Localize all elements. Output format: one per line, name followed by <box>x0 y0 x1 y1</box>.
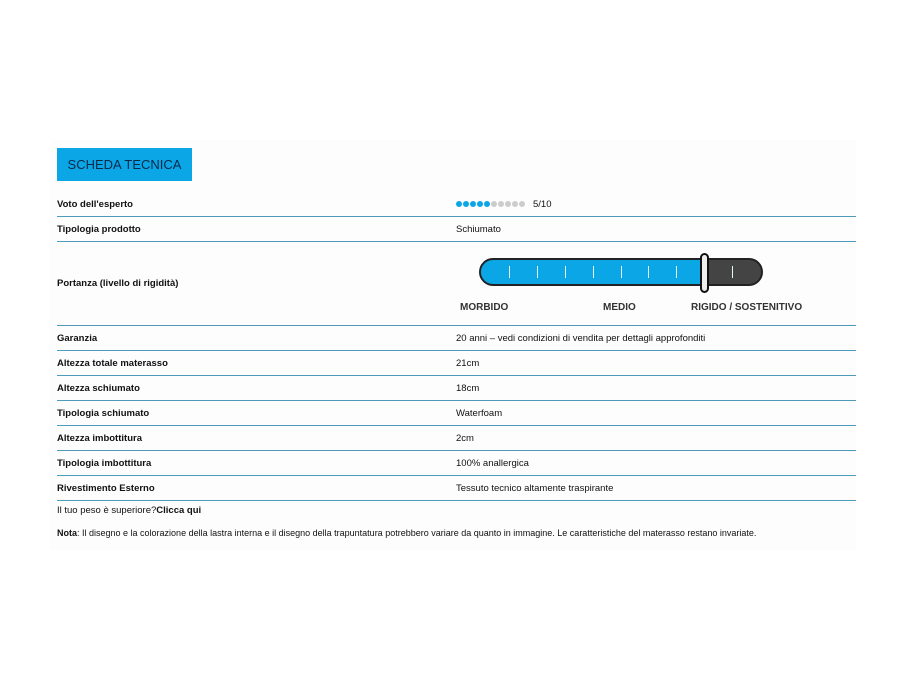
row-label: Altezza imbottitura <box>57 432 142 444</box>
slider-tick <box>648 266 650 278</box>
rating-dot <box>484 201 490 208</box>
firmness-slider[interactable] <box>479 258 763 286</box>
row-value: 20 anni – vedi condizioni di vendita per… <box>456 332 706 344</box>
rating-dot <box>505 201 511 208</box>
row-label: Portanza (livello di rigidità) <box>57 278 179 289</box>
weight-link[interactable]: Clicca qui <box>156 505 202 516</box>
row-label: Garanzia <box>57 332 98 344</box>
slider-tick <box>508 266 510 278</box>
rating-text: 5/10 <box>533 199 552 210</box>
spec-table: Voto dell'esperto 5/10 Tipologia prodott… <box>57 193 856 501</box>
table-row: Altezza totale materasso 21cm <box>57 351 856 376</box>
table-row: Tipologia imbottitura 100% anallergica <box>57 451 856 476</box>
rating-dot <box>463 201 469 208</box>
table-row: Tipologia schiumato Waterfoam <box>57 401 856 426</box>
rating-dot <box>491 201 497 208</box>
row-label: Voto dell'esperto <box>57 199 133 210</box>
row-value: Waterfoam <box>456 407 503 419</box>
row-label: Altezza schiumato <box>57 382 140 394</box>
row-label: Tipologia schiumato <box>57 407 150 419</box>
table-row: Altezza schiumato 18cm <box>57 376 856 401</box>
table-row: Voto dell'esperto 5/10 <box>57 193 856 217</box>
note-text: : Il disegno e la colorazione della last… <box>77 528 757 538</box>
rating-dots <box>456 201 525 208</box>
spec-sheet-tab[interactable]: SCHEDA TECNICA <box>57 148 192 181</box>
rating-dot <box>477 201 483 208</box>
weight-question-text: Il tuo peso è superiore? <box>57 505 157 516</box>
rating-dot <box>456 201 462 208</box>
row-value: 21cm <box>456 357 480 369</box>
weight-question: Il tuo peso è superiore?Clicca qui <box>57 505 201 516</box>
slider-tick <box>536 266 538 278</box>
table-row: Tipologia prodotto Schiumato <box>57 217 856 242</box>
row-value: Tessuto tecnico altamente traspirante <box>456 482 614 494</box>
row-label: Tipologia imbottitura <box>57 457 152 469</box>
rating-dot <box>512 201 518 208</box>
firmness-label-firm: RIGIDO / SOSTENITIVO <box>691 302 803 313</box>
row-value: 100% anallergica <box>456 457 529 469</box>
table-row: Garanzia 20 anni – vedi condizioni di ven… <box>57 326 856 351</box>
row-value: 18cm <box>456 382 480 394</box>
slider-tick <box>620 266 622 278</box>
table-row: Portanza (livello di rigidità) <box>57 242 856 326</box>
note-label: Nota <box>57 528 77 538</box>
row-label: Rivestimento Esterno <box>57 482 155 494</box>
row-value: Schiumato <box>456 223 501 235</box>
firmness-label-medium: MEDIO <box>603 302 636 313</box>
rating-dot <box>498 201 504 208</box>
slider-tick <box>592 266 594 278</box>
row-label: Tipologia prodotto <box>57 223 141 235</box>
note: Nota: Il disegno e la colorazione della … <box>57 528 756 538</box>
rating-dot <box>519 201 525 208</box>
rating-dot <box>470 201 476 208</box>
firmness-handle[interactable] <box>700 253 710 293</box>
table-row: Altezza imbottitura 2cm <box>57 426 856 451</box>
slider-tick <box>564 266 566 278</box>
slider-tick <box>732 266 734 278</box>
slider-tick <box>676 266 678 278</box>
table-row: Rivestimento Esterno Tessuto tecnico alta… <box>57 476 856 501</box>
row-value: 2cm <box>456 432 474 444</box>
row-label: Altezza totale materasso <box>57 357 168 369</box>
row-value: 5/10 <box>456 199 856 210</box>
spec-panel <box>50 140 856 550</box>
firmness-label-soft: MORBIDO <box>460 302 509 313</box>
